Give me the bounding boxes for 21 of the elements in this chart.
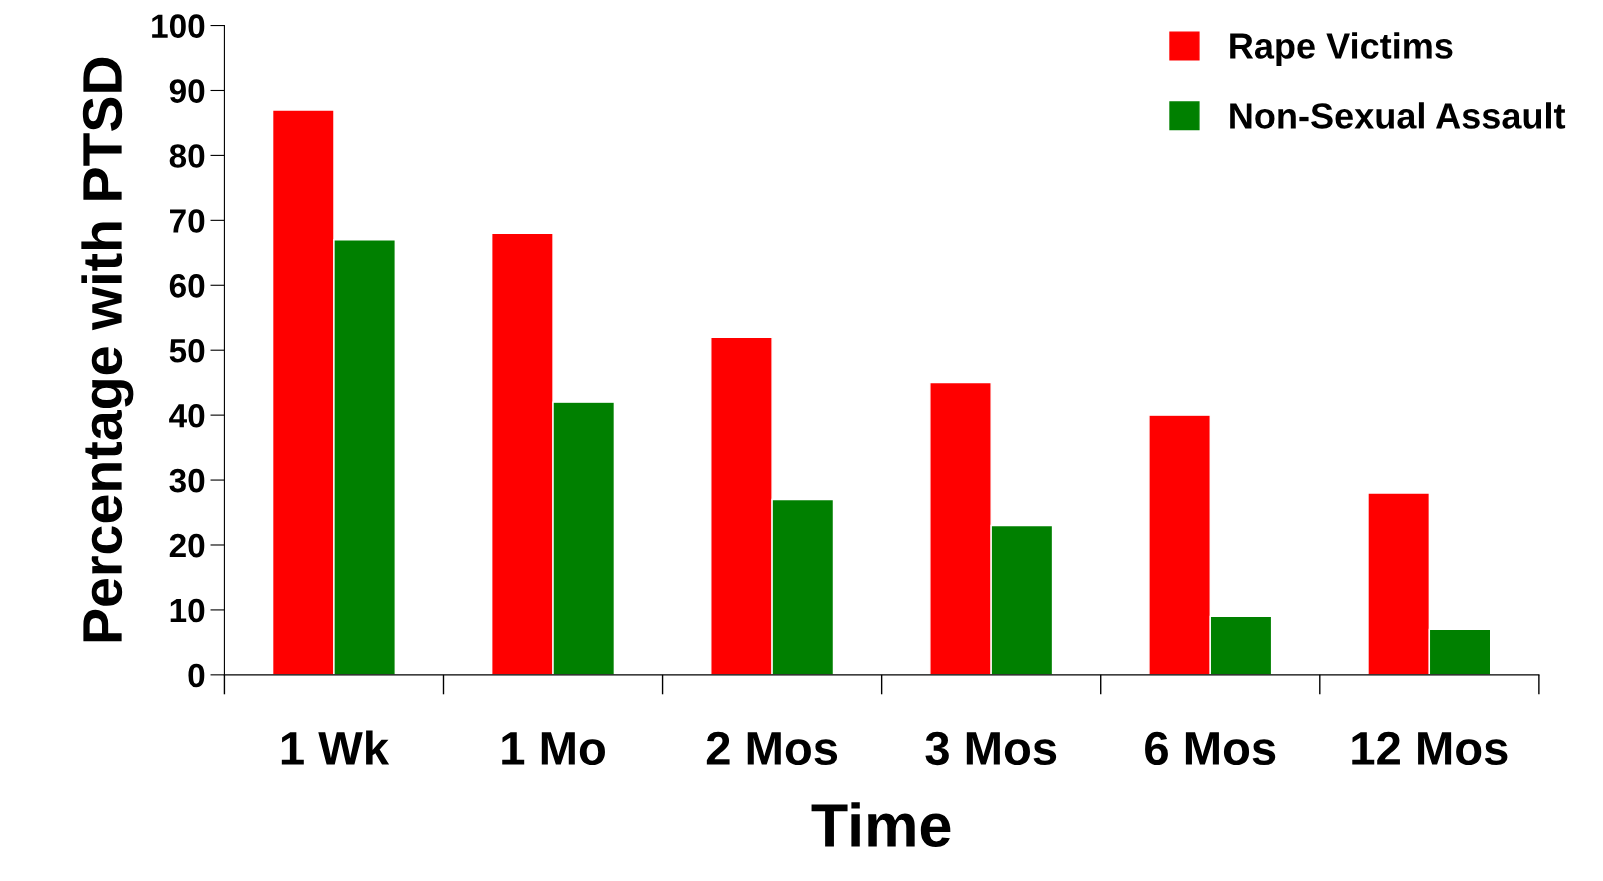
y-tick-label: 0	[188, 663, 205, 688]
y-tick-label: 80	[169, 144, 205, 168]
x-tick-label: 6 Mos	[1145, 731, 1276, 766]
x-tick-label: 2 Mos	[706, 731, 838, 766]
y-tick-label: 60	[169, 274, 205, 298]
legend-label: Rape Victims	[1230, 32, 1453, 66]
y-tick-label: 70	[170, 209, 205, 233]
x-tick-label: 12 Mos	[1352, 731, 1508, 766]
x-tick-label: 1 Mo	[502, 732, 605, 766]
x-tick-label: 1 Wk	[281, 730, 390, 765]
y-tick-label: 100	[152, 14, 205, 38]
x-tick-label: 3 Mos	[925, 731, 1057, 766]
x-axis-title: Time	[811, 802, 951, 848]
y-tick-label: 90	[169, 79, 205, 103]
y-tick-label: 20	[169, 533, 205, 558]
y-tick-label: 30	[169, 468, 205, 493]
y-tick-label: 50	[169, 339, 205, 363]
y-axis-title: Percentage with PTSD	[81, 57, 134, 642]
legend-label: Non-Sexual Assault	[1230, 102, 1566, 129]
y-tick-label: 10	[170, 598, 205, 623]
y-tick-label: 40	[169, 403, 205, 428]
